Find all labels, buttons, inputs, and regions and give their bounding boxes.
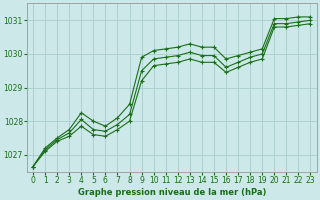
X-axis label: Graphe pression niveau de la mer (hPa): Graphe pression niveau de la mer (hPa) [77, 188, 266, 197]
